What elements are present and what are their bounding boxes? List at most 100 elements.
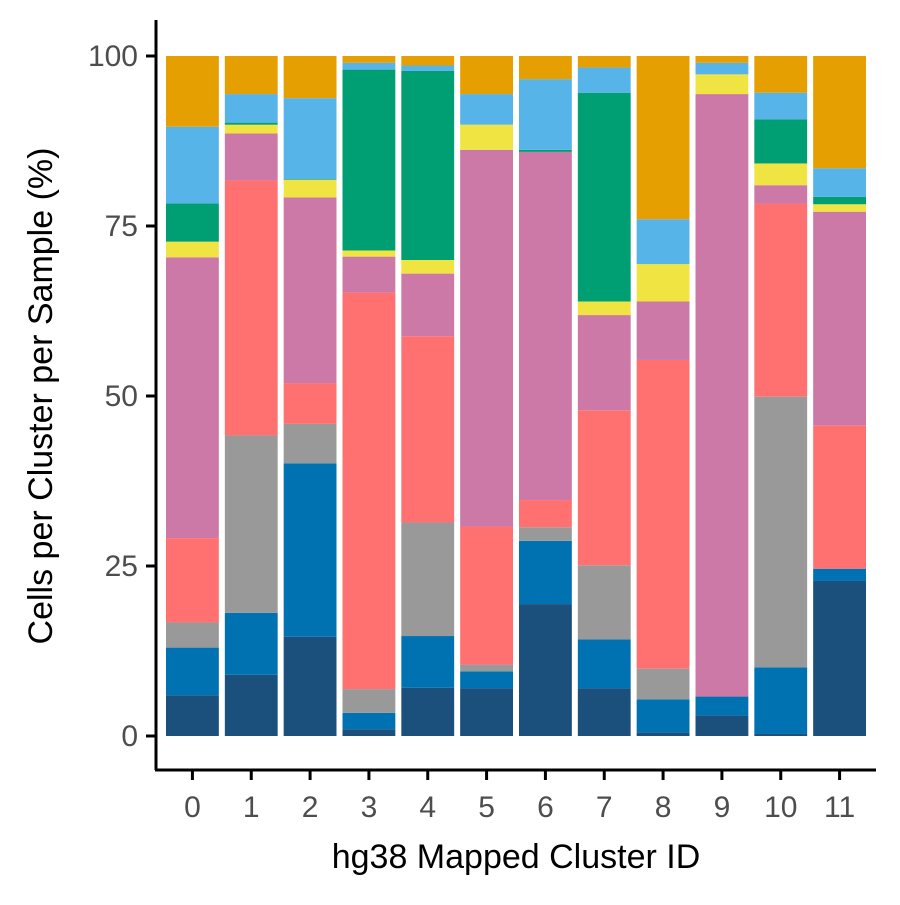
bar-segment-cluster-9-sample-1 xyxy=(695,696,749,716)
bar-segment-cluster-0-sample-3 xyxy=(166,538,219,623)
x-tick-label: 5 xyxy=(478,791,495,824)
bar-segment-cluster-4-sample-2 xyxy=(401,522,455,637)
bar-segment-cluster-0-sample-6 xyxy=(166,203,219,242)
bar-segment-cluster-3-sample-7 xyxy=(342,62,396,70)
bar-segment-cluster-7-sample-4 xyxy=(577,315,631,411)
bar-segment-cluster-7-sample-6 xyxy=(577,92,631,302)
bar-segment-cluster-5-sample-3 xyxy=(460,526,513,665)
bar-segment-cluster-6-sample-3 xyxy=(519,500,572,528)
bar-segment-cluster-2-sample-8 xyxy=(283,56,337,99)
bar-segment-cluster-1-sample-5 xyxy=(224,124,278,134)
bar-segment-cluster-10-sample-1 xyxy=(754,667,808,734)
bar-segment-cluster-6-sample-4 xyxy=(519,151,572,501)
bar-segment-cluster-7-sample-1 xyxy=(577,639,631,689)
bar-segment-cluster-3-sample-5 xyxy=(342,250,396,257)
bar-segment-cluster-11-sample-6 xyxy=(813,196,866,205)
bar-segment-cluster-8-sample-1 xyxy=(636,699,690,733)
bar-segment-cluster-1-sample-4 xyxy=(224,133,278,181)
bar-segment-cluster-4-sample-4 xyxy=(401,273,455,337)
bar-segment-cluster-11-sample-1 xyxy=(813,568,866,581)
bar-segment-cluster-3-sample-0 xyxy=(342,729,396,736)
y-tick-label: 100 xyxy=(88,40,138,73)
bar-segment-cluster-11-sample-3 xyxy=(813,425,866,569)
bar-segment-cluster-10-sample-8 xyxy=(754,56,808,93)
bar-segment-cluster-5-sample-7 xyxy=(460,94,513,125)
bar-segment-cluster-3-sample-8 xyxy=(342,56,396,63)
bar-segment-cluster-2-sample-2 xyxy=(283,423,337,464)
bar-segment-cluster-6-sample-2 xyxy=(519,527,572,541)
bar-segment-cluster-7-sample-0 xyxy=(577,688,631,736)
x-axis-title: hg38 Mapped Cluster ID xyxy=(332,838,701,876)
bar-segment-cluster-2-sample-5 xyxy=(283,179,337,198)
bar-segment-cluster-11-sample-7 xyxy=(813,168,866,197)
bar-segment-cluster-9-sample-4 xyxy=(695,94,749,697)
bar-segment-cluster-8-sample-4 xyxy=(636,301,690,360)
y-tick-label: 0 xyxy=(121,720,138,753)
x-tick-label: 7 xyxy=(596,791,613,824)
x-tick-label: 3 xyxy=(361,791,378,824)
bar-segment-cluster-10-sample-0 xyxy=(754,733,808,736)
bar-segment-cluster-10-sample-2 xyxy=(754,396,808,668)
bar-segment-cluster-0-sample-2 xyxy=(166,622,219,648)
bar-segment-cluster-6-sample-1 xyxy=(519,540,572,605)
bar-segment-cluster-4-sample-7 xyxy=(401,65,455,71)
bar-segment-cluster-8-sample-3 xyxy=(636,359,690,669)
bar-segment-cluster-4-sample-8 xyxy=(401,56,455,66)
bar-segment-cluster-8-sample-8 xyxy=(636,56,690,220)
x-tick-label: 0 xyxy=(184,791,201,824)
bar-segment-cluster-9-sample-8 xyxy=(695,56,749,63)
bar-segment-cluster-1-sample-0 xyxy=(224,674,278,736)
bar-segment-cluster-6-sample-7 xyxy=(519,79,572,150)
bar-segment-cluster-0-sample-8 xyxy=(166,56,219,127)
bar-segment-cluster-1-sample-3 xyxy=(224,180,278,436)
bar-segment-cluster-1-sample-7 xyxy=(224,94,278,123)
bar-segment-cluster-3-sample-4 xyxy=(342,256,396,293)
bar-segment-cluster-3-sample-1 xyxy=(342,712,396,730)
bar-segment-cluster-3-sample-3 xyxy=(342,292,396,690)
bar-segment-cluster-10-sample-7 xyxy=(754,92,808,120)
bar-segment-cluster-3-sample-6 xyxy=(342,69,396,251)
bar-segment-cluster-3-sample-2 xyxy=(342,689,396,713)
bar-segment-cluster-4-sample-5 xyxy=(401,260,455,274)
bar-segment-cluster-11-sample-8 xyxy=(813,56,866,169)
x-tick-label: 6 xyxy=(537,791,554,824)
bar-segment-cluster-11-sample-5 xyxy=(813,204,866,212)
bar-segment-cluster-0-sample-5 xyxy=(166,241,219,258)
bar-segment-cluster-1-sample-1 xyxy=(224,612,278,675)
bars-layer xyxy=(166,56,866,736)
bar-segment-cluster-0-sample-7 xyxy=(166,126,219,204)
x-tick-label: 9 xyxy=(714,791,731,824)
bar-segment-cluster-5-sample-0 xyxy=(460,688,513,736)
bar-segment-cluster-11-sample-4 xyxy=(813,211,866,426)
y-ticks: 0 25 50 75 100 xyxy=(88,40,156,753)
bar-segment-cluster-2-sample-6 xyxy=(283,179,337,180)
bar-segment-cluster-0-sample-4 xyxy=(166,257,219,539)
bar-segment-cluster-10-sample-6 xyxy=(754,119,808,164)
y-tick-label: 25 xyxy=(105,550,138,583)
bar-segment-cluster-7-sample-3 xyxy=(577,410,631,566)
bar-segment-cluster-8-sample-2 xyxy=(636,668,690,700)
x-tick-label: 11 xyxy=(824,791,855,824)
bar-segment-cluster-9-sample-7 xyxy=(695,62,749,75)
x-tick-label: 1 xyxy=(243,791,260,824)
x-tick-label: 2 xyxy=(302,791,319,824)
bar-segment-cluster-1-sample-8 xyxy=(224,56,278,95)
bar-segment-cluster-8-sample-0 xyxy=(636,732,690,736)
bar-segment-cluster-7-sample-8 xyxy=(577,56,631,68)
bar-segment-cluster-7-sample-2 xyxy=(577,565,631,640)
bar-segment-cluster-2-sample-1 xyxy=(283,463,337,637)
bar-segment-cluster-5-sample-4 xyxy=(460,149,513,527)
bar-segment-cluster-2-sample-3 xyxy=(283,383,337,424)
bar-segment-cluster-5-sample-2 xyxy=(460,664,513,672)
bar-segment-cluster-2-sample-7 xyxy=(283,98,337,180)
bar-segment-cluster-1-sample-6 xyxy=(224,122,278,125)
bar-segment-cluster-7-sample-7 xyxy=(577,67,631,93)
bar-segment-cluster-4-sample-6 xyxy=(401,70,455,261)
x-tick-label: 8 xyxy=(655,791,672,824)
bar-segment-cluster-5-sample-8 xyxy=(460,56,513,95)
bar-segment-cluster-2-sample-4 xyxy=(283,197,337,384)
bar-segment-cluster-1-sample-2 xyxy=(224,435,278,613)
bar-segment-cluster-6-sample-6 xyxy=(519,149,572,152)
